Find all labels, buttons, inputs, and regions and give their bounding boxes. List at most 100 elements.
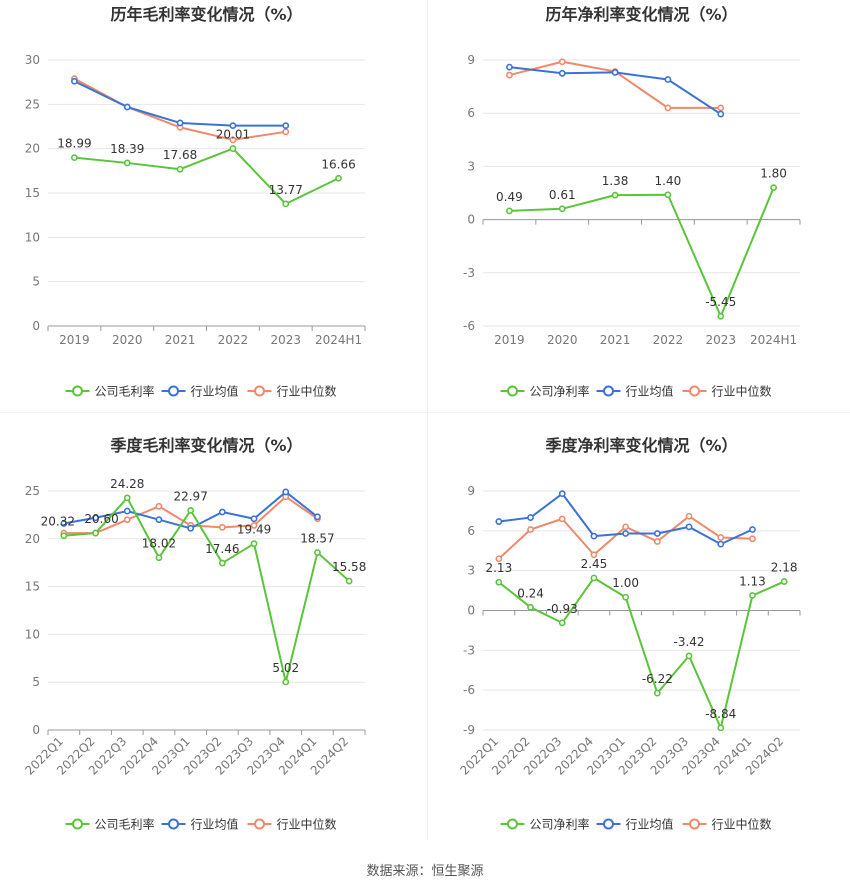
data-label: 24.28 [110, 477, 144, 491]
y-tick-label: 0 [32, 319, 40, 333]
y-tick-label: 0 [467, 213, 475, 227]
x-tick-label: 2020 [547, 333, 578, 347]
y-tick-label: 6 [467, 524, 475, 538]
x-tick-label: 2024H1 [315, 333, 362, 347]
data-point-industry_avg [71, 77, 78, 85]
data-point-industry_avg [506, 63, 513, 71]
legend-item-industry_avg: 行业均值 [161, 384, 239, 399]
x-tick-label: 2023 [705, 333, 736, 347]
data-point-company [282, 678, 290, 686]
data-source-note: 数据来源：恒生聚源 [366, 864, 484, 879]
legend-item-company: 公司毛利率 [65, 817, 155, 832]
legend-label: 行业中位数 [712, 817, 772, 832]
data-label: 22.97 [173, 489, 207, 503]
legend-swatch-marker [72, 385, 83, 397]
data-point-industry_avg [155, 516, 163, 524]
y-tick-label: -3 [463, 266, 475, 280]
legend-swatch-marker [72, 818, 83, 830]
data-point-company [345, 577, 353, 585]
data-point-industry_avg [590, 532, 598, 540]
y-tick-label: 3 [467, 159, 475, 173]
series-line-company [509, 187, 775, 318]
data-point-industry_avg [717, 540, 725, 548]
data-label: 17.46 [205, 542, 239, 556]
x-tick-label: 2024H1 [750, 333, 797, 347]
chart-annual-net: 历年净利率变化情况（%） -6 -3 0 3 6 9 2019 2020 2021 2022 2023… [463, 5, 801, 399]
legend-label: 行业均值 [191, 817, 239, 832]
vertical-divider [427, 0, 428, 840]
y-tick-label: -6 [463, 683, 475, 697]
horizontal-divider [0, 412, 850, 413]
data-label: 20.01 [216, 128, 250, 142]
legend-label: 行业均值 [626, 817, 674, 832]
data-point-industry_avg [685, 523, 693, 531]
x-tick-label: 2020 [112, 333, 143, 347]
data-point-industry_median [527, 526, 534, 533]
data-label: -8.84 [705, 707, 736, 721]
data-point-industry_median [250, 522, 258, 529]
data-label: 2.45 [581, 557, 608, 571]
y-tick-label: 9 [467, 484, 475, 498]
data-point-industry_avg [250, 515, 258, 523]
y-tick-label: -9 [463, 723, 475, 737]
x-tick-label: 2019 [494, 333, 525, 347]
data-point-company [314, 549, 321, 556]
legend-label: 行业中位数 [277, 384, 337, 399]
x-tick-label: 2021 [165, 333, 196, 347]
y-tick-label: 5 [32, 675, 40, 689]
data-point-industry_avg [314, 513, 321, 521]
chart-title: 季度毛利率变化情况（%） [109, 436, 302, 455]
data-label: 2.18 [771, 561, 798, 575]
y-tick-label: 9 [467, 53, 475, 67]
data-point-company [335, 174, 342, 182]
data-label: 17.68 [163, 148, 197, 162]
legend-label: 行业中位数 [277, 817, 337, 832]
series-line-industry_median [498, 515, 753, 560]
legend-swatch-marker [689, 818, 700, 830]
legend-swatch-marker [603, 385, 614, 397]
series-line-company [63, 496, 350, 684]
y-tick-label: 0 [467, 604, 475, 618]
legend-item-industry_median: 行业中位数 [682, 384, 772, 399]
data-point-company [123, 159, 131, 167]
x-tick-label: 2022 [653, 333, 684, 347]
data-point-industry_median [229, 136, 237, 144]
data-point-industry_avg [527, 514, 534, 521]
legend-item-industry_median: 行业中位数 [682, 817, 772, 832]
data-point-company [187, 507, 195, 514]
legend-swatch-marker [507, 385, 518, 397]
data-point-company [558, 205, 566, 213]
y-tick-label: 10 [25, 230, 40, 244]
data-point-industry_avg [558, 490, 566, 498]
chart-title: 历年毛利率变化情况（%） [110, 5, 302, 24]
data-point-industry_median [685, 512, 693, 520]
y-tick-label: 20 [25, 532, 40, 546]
data-point-company [717, 724, 725, 732]
data-point-company [60, 532, 68, 540]
legend-swatch-marker [254, 818, 265, 830]
data-label: 13.77 [269, 183, 303, 197]
legend-item-industry_median: 行业中位数 [247, 817, 337, 832]
data-point-industry_median [622, 523, 630, 531]
legend-swatch-marker [254, 385, 265, 397]
data-point-industry_avg [218, 508, 226, 516]
data-label: -5.45 [705, 295, 736, 309]
data-point-industry_avg [92, 514, 99, 522]
data-point-company [558, 619, 566, 627]
data-point-industry_avg [187, 524, 195, 532]
data-label: 0.49 [496, 190, 523, 204]
y-tick-label: 25 [25, 97, 40, 111]
chart-annual-gross: 历年毛利率变化情况（%） 0 5 10 15 20 25 30 2019 2020 2021 2022… [25, 5, 366, 399]
data-point-industry_median [717, 104, 725, 112]
data-point-industry_median [653, 538, 661, 545]
data-label: 18.57 [300, 531, 334, 545]
data-label: 0.24 [517, 586, 544, 600]
legend-label: 公司毛利率 [95, 817, 155, 832]
y-tick-label: 6 [467, 106, 475, 120]
data-point-company [495, 578, 503, 586]
chart-quarterly-net: 季度净利率变化情况（%）-9-6-303692022Q12022Q22022Q3… [457, 436, 801, 832]
legend-swatch-marker [603, 818, 614, 830]
data-point-industry_median [282, 128, 290, 136]
data-label: 2.13 [485, 561, 512, 575]
data-point-industry_avg [282, 122, 290, 130]
